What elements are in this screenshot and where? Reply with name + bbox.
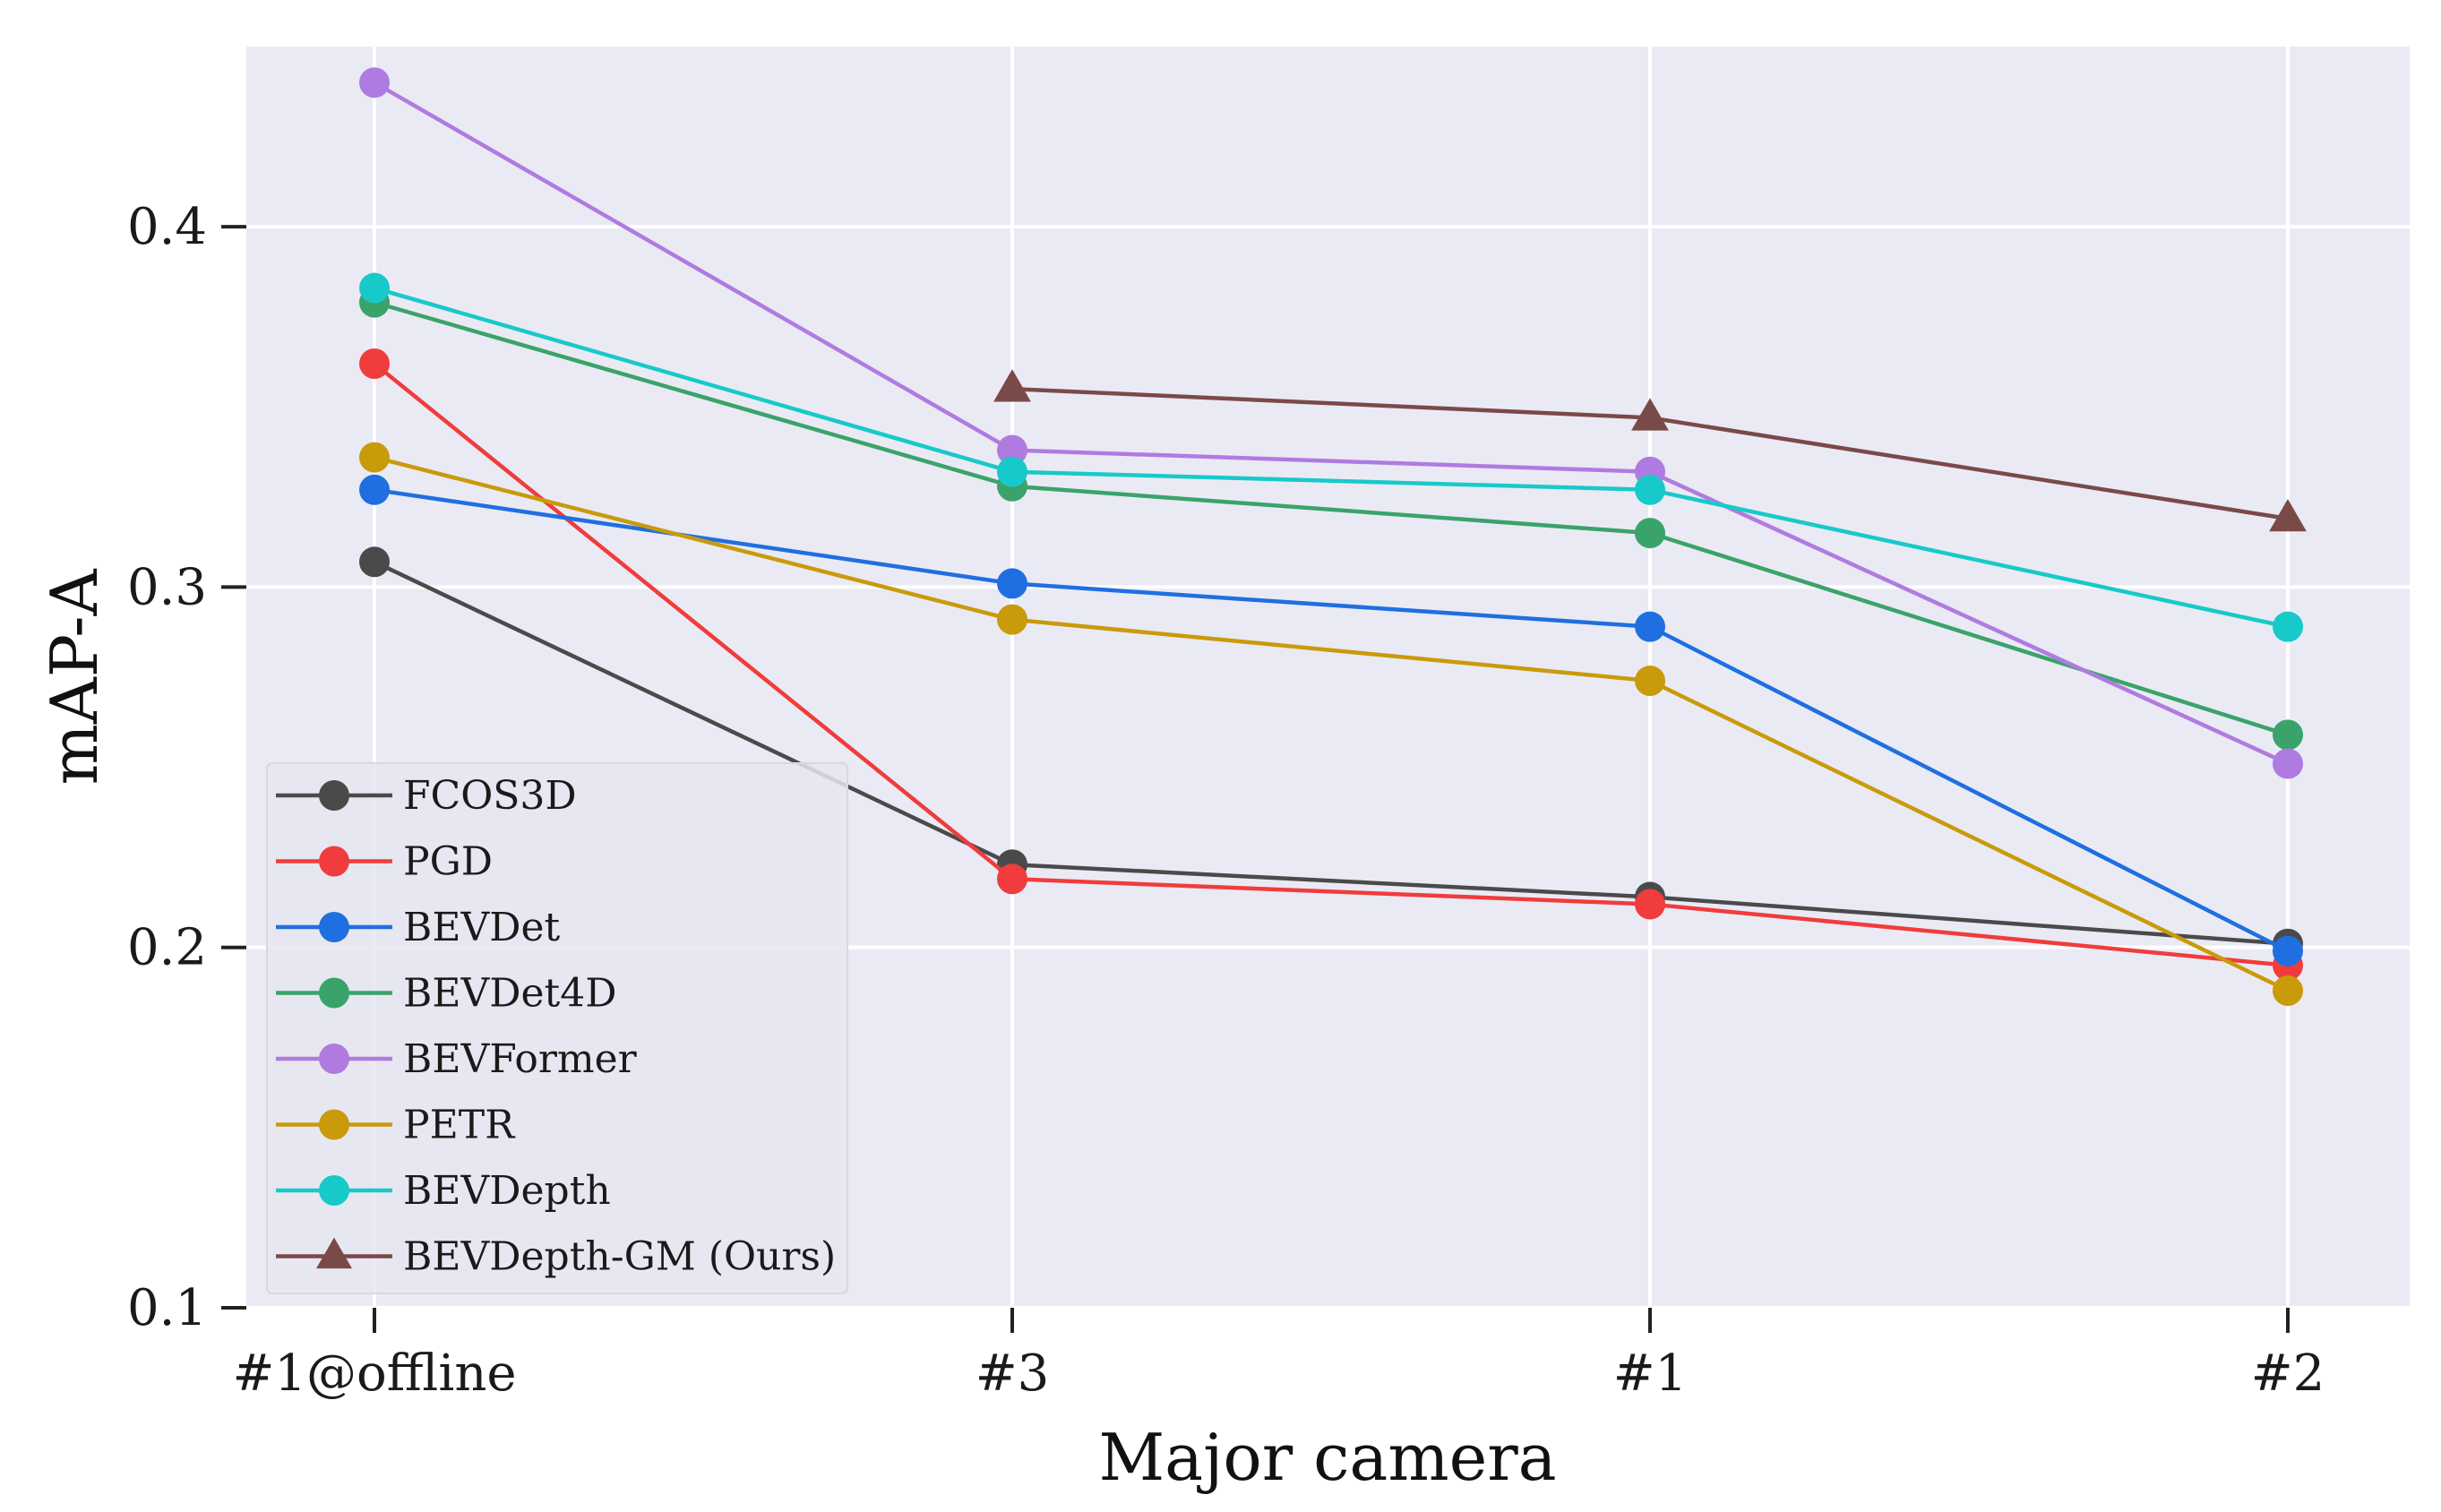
x-tick-label: #3 [976,1344,1050,1403]
legend-marker [316,1237,352,1269]
data-point [359,442,390,473]
data-point [2273,748,2303,779]
data-point [1635,611,1665,642]
legend-marker [319,1175,349,1206]
series-bevdepth-gm-ours [993,369,2307,532]
data-point [1635,518,1665,549]
data-point [993,369,1031,402]
legend-label: FCOS3D [403,773,577,819]
data-point [1635,666,1665,697]
series-bevdet4d [359,287,2303,751]
x-axis-title: Major camera [1098,1420,1556,1495]
legend-marker [319,1044,349,1074]
legend-entry: BEVDepth-GM (Ours) [276,1234,836,1280]
axes: 0.1 0.2 0.3 0.4 #1@offline #3 #1 #2 [127,198,2325,1403]
legend-marker [319,780,349,811]
legend-entry: BEVDet4D [276,971,617,1017]
legend-entry: BEVDepth [276,1168,611,1214]
y-tick-label: 0.3 [127,558,207,616]
data-point [2273,935,2303,966]
data-point [997,456,1027,487]
series-line [374,300,2289,737]
series-line [374,286,2289,629]
y-tick-label: 0.4 [127,198,207,256]
legend: FCOS3D PGD BEVDet BEVDet4D BEVFormer PETR BEVD… [266,762,848,1294]
data-point [2273,719,2303,751]
legend-label: BEVDepth [403,1168,611,1214]
legend-label: PETR [403,1103,516,1148]
legend-label: PGD [403,839,493,885]
legend-label: BEVFormer [403,1036,638,1082]
data-point [359,348,390,380]
series-petr [359,442,2303,1006]
legend-label: BEVDepth-GM (Ours) [403,1234,836,1280]
y-axis-title: mAP-A [37,568,112,785]
data-point [359,272,390,304]
series-layer [359,67,2307,1006]
x-tick-label: #1@offline [232,1344,516,1403]
data-point [359,546,390,578]
legend-marker [319,977,349,1009]
data-point [2273,611,2303,642]
data-point [2269,498,2307,532]
legend-label: BEVDet4D [403,971,617,1017]
legend-entry: PETR [276,1103,516,1148]
y-tick-label: 0.1 [127,1279,207,1337]
y-tick-label: 0.2 [127,919,207,977]
legend-entry: BEVFormer [276,1036,638,1082]
data-point [359,67,390,99]
series-bevdepth [359,272,2303,642]
data-point [359,474,390,505]
x-tick-label: #1 [1613,1344,1688,1403]
legend-box [266,762,848,1294]
data-point [2273,975,2303,1006]
data-point [1635,889,1665,920]
legend-entry: BEVDet [276,905,561,950]
data-point [997,568,1027,599]
legend-marker [319,846,349,877]
data-point [997,434,1027,466]
series-line [374,560,2289,946]
legend-entry: FCOS3D [276,773,577,819]
legend-marker [319,912,349,942]
legend-entry: PGD [276,839,493,885]
data-point [1635,474,1665,505]
legend-label: BEVDet [403,905,561,950]
data-point [997,604,1027,635]
data-point [997,863,1027,895]
data-point [1631,398,1669,431]
x-tick-label: #2 [2251,1344,2325,1403]
series-line [373,81,2289,766]
legend-marker [319,1109,349,1140]
series-line [374,455,2289,993]
series-line [373,362,2289,968]
